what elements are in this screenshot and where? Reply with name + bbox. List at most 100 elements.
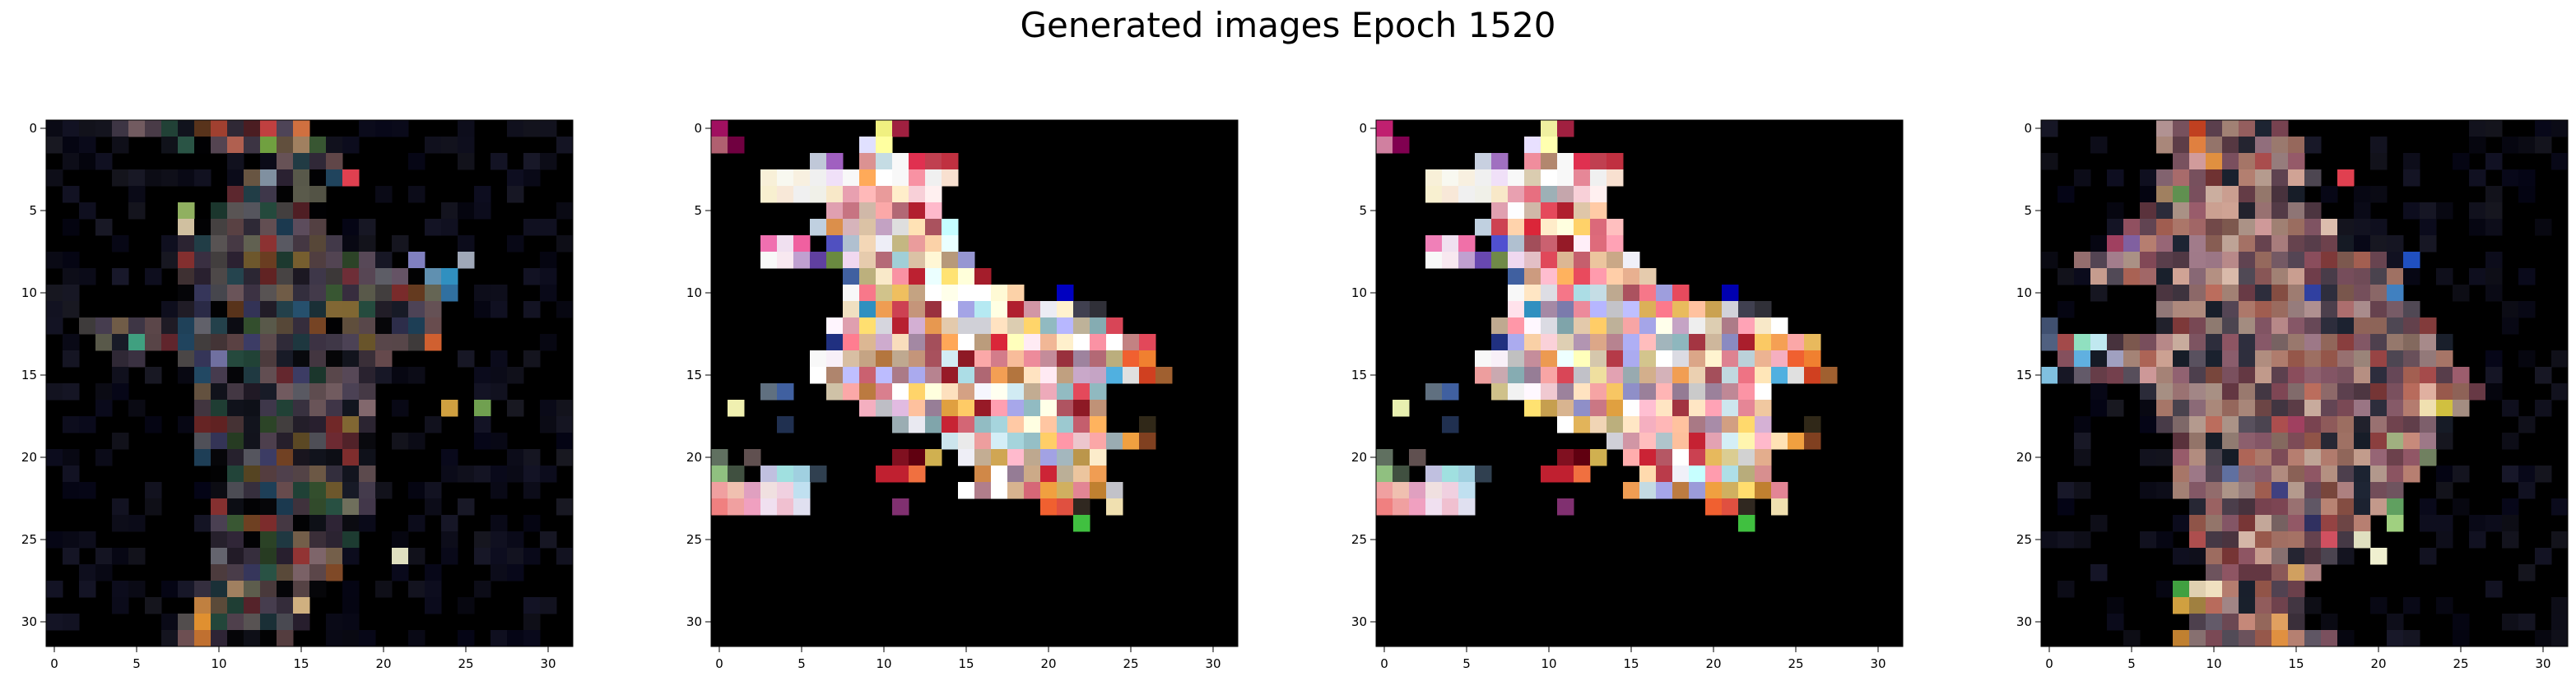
pixel-cell: [2123, 235, 2141, 253]
pixel-cell: [63, 153, 80, 170]
pixel-cell: [2453, 153, 2470, 170]
pixel-cell: [63, 301, 80, 318]
pixel-cell: [892, 301, 909, 318]
pixel-cell: [211, 548, 228, 565]
pixel-cell: [326, 400, 343, 417]
pixel-cell: [1139, 367, 1156, 384]
pixel-cell: [1804, 367, 1821, 384]
pixel-cell: [2271, 581, 2289, 598]
pixel-cell: [178, 581, 195, 598]
pixel-cell: [211, 285, 228, 302]
pixel-cell: [326, 531, 343, 549]
pixel-cell: [2436, 334, 2453, 351]
pixel-cell: [1607, 235, 1624, 253]
pixel-cell: [342, 581, 360, 598]
pixel-cell: [1491, 317, 1509, 335]
pixel-cell: [2074, 252, 2091, 269]
pixel-cell: [1409, 449, 1426, 466]
pixel-cell: [1607, 153, 1624, 170]
pixel-cell: [711, 498, 728, 516]
pixel-cell: [2321, 186, 2338, 203]
pixel-cell: [1475, 350, 1492, 368]
pixel-cell: [425, 301, 442, 318]
pixel-cell: [1425, 169, 1443, 187]
pixel-cell: [2123, 219, 2141, 236]
pixel-cell: [1705, 482, 1723, 499]
pixel-cell: [2354, 433, 2371, 450]
pixel-cell: [892, 153, 909, 170]
pixel-cell: [1574, 219, 1591, 236]
pixel-cell: [2107, 252, 2124, 269]
pixel-cell: [892, 120, 909, 137]
pixel-cell: [309, 498, 327, 516]
x-tick-label: 5: [133, 656, 141, 671]
pixel-cell: [892, 383, 909, 401]
pixel-cell: [2321, 400, 2338, 417]
pixel-cell: [1755, 317, 1772, 335]
pixel-cell: [2370, 153, 2388, 170]
pixel-cell: [2123, 334, 2141, 351]
pixel-cell: [474, 548, 491, 565]
pixel-cell: [277, 137, 294, 154]
pixel-cell: [2271, 268, 2289, 285]
pixel-cell: [2156, 334, 2174, 351]
pixel-cell: [1057, 449, 1074, 466]
pixel-cell: [1672, 367, 1690, 384]
pixel-cell: [1073, 334, 1090, 351]
pixel-cell: [2107, 334, 2124, 351]
image-panel-1: 0 5 10 15 20 25 30 0 5 10 15 20 25 30: [20, 119, 574, 673]
pixel-cell: [2370, 597, 2388, 614]
pixel-cell: [2239, 466, 2256, 483]
pixel-cell: [2436, 515, 2453, 532]
pixel-cell: [1623, 285, 1640, 302]
pixel-cell: [1557, 235, 1574, 253]
pixel-cell: [161, 252, 179, 269]
pixel-cell: [2206, 383, 2223, 401]
pixel-cell: [1738, 482, 1755, 499]
pixel-cell: [112, 268, 129, 285]
pixel-cell: [178, 137, 195, 154]
pixel-cell: [1574, 252, 1591, 269]
pixel-cell: [458, 498, 475, 516]
x-tick-label: 10: [2206, 656, 2221, 671]
pixel-cell: [79, 202, 96, 220]
pixel-cell: [458, 137, 475, 154]
pixel-cell: [2518, 416, 2536, 433]
pixel-cell: [161, 301, 179, 318]
pixel-cell: [1738, 317, 1755, 335]
pixel-cell: [309, 482, 327, 499]
pixel-cell: [2271, 531, 2289, 549]
pixel-cell: [1574, 285, 1591, 302]
pixel-cell: [2255, 268, 2272, 285]
pixel-cell: [1639, 416, 1657, 433]
pixel-cell: [2469, 515, 2486, 532]
pixel-cell: [2288, 548, 2305, 565]
pixel-cell: [277, 169, 294, 187]
pixel-cell: [2387, 334, 2404, 351]
pixel-cell: [1040, 433, 1058, 450]
pixel-cell: [942, 383, 959, 401]
pixel-cell: [2255, 120, 2272, 137]
pixel-cell: [1639, 383, 1657, 401]
pixel-cell: [408, 153, 425, 170]
pixel-cell: [2090, 137, 2108, 154]
pixel-cell: [540, 285, 557, 302]
pixel-cell: [1557, 383, 1574, 401]
pixel-cell: [1057, 466, 1074, 483]
pixel-cell: [227, 120, 244, 137]
pixel-cell: [1755, 301, 1772, 318]
pixel-cell: [2321, 235, 2338, 253]
pixel-cell: [1738, 515, 1755, 532]
pixel-cell: [2387, 515, 2404, 532]
pixel-cell: [211, 400, 228, 417]
pixel-cell: [1557, 268, 1574, 285]
pixel-cell: [491, 548, 508, 565]
pixel-cell: [2255, 548, 2272, 565]
pixel-cell: [2271, 564, 2289, 581]
pixel-cell: [178, 317, 195, 335]
pixel-cell: [2255, 169, 2272, 187]
pixel-cell: [161, 334, 179, 351]
pixel-cell: [2518, 268, 2536, 285]
pixel-cell: [892, 252, 909, 269]
pixel-cell: [441, 531, 458, 549]
